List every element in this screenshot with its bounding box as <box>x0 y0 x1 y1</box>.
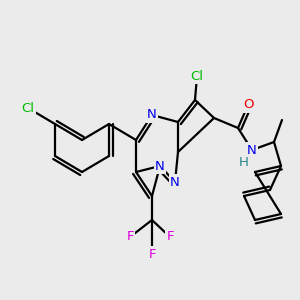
Text: Cl: Cl <box>190 70 203 83</box>
Text: F: F <box>126 230 134 244</box>
Text: N: N <box>147 109 157 122</box>
Text: N: N <box>170 176 180 188</box>
Text: Cl: Cl <box>22 101 34 115</box>
Text: F: F <box>148 248 156 260</box>
Text: F: F <box>166 230 174 244</box>
Text: N: N <box>247 143 257 157</box>
Text: N: N <box>155 160 165 172</box>
Text: H: H <box>239 157 249 169</box>
Text: O: O <box>243 98 253 112</box>
